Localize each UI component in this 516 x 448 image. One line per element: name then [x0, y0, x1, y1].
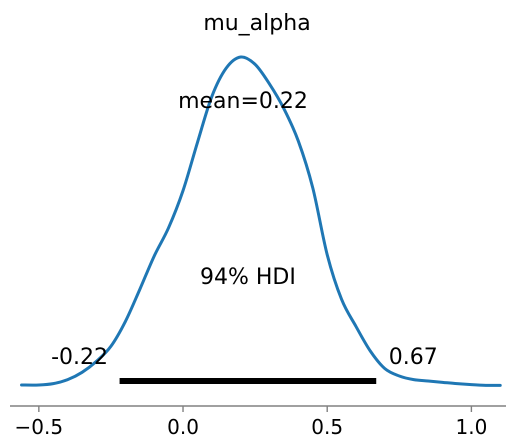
- hdi-low-label: -0.22: [51, 345, 108, 370]
- density-line-0: [20, 55, 502, 387]
- x-tick-label: 0.5: [311, 415, 343, 439]
- x-tick-label: 0.0: [167, 415, 199, 439]
- hdi-high-label: 0.67: [389, 345, 438, 370]
- hdi-label: 94% HDI: [200, 265, 296, 290]
- chart-title: mu_alpha: [203, 11, 310, 36]
- x-tick-label: −0.5: [15, 415, 64, 439]
- x-axis-ticks: −0.5 0.0 0.5 1.0: [15, 406, 487, 439]
- x-tick-label: 1.0: [455, 415, 487, 439]
- mean-label: mean=0.22: [178, 89, 308, 114]
- density-series: [20, 55, 502, 387]
